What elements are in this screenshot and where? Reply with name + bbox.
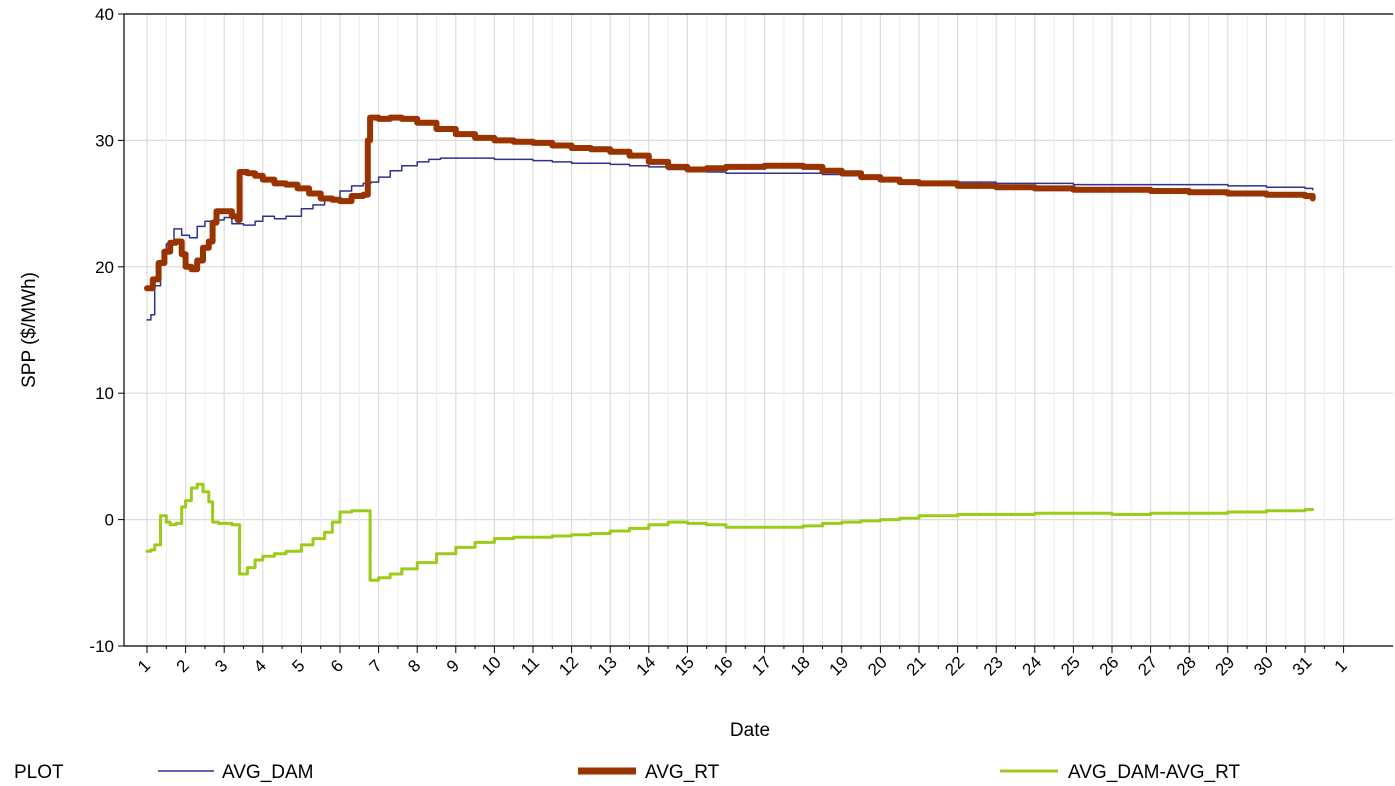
y-tick-label: 20 [95,258,114,277]
x-tick-label: 27 [1134,653,1161,680]
x-tick-label: 24 [1019,653,1046,680]
x-tick-label: 30 [1250,653,1277,680]
x-tick-label: 31 [1289,653,1316,680]
x-tick-label: 29 [1212,653,1239,680]
series-line-avg-dam-avg-rt [145,482,1315,582]
x-tick-label: 3 [211,656,231,676]
x-tick-label: 19 [826,653,853,680]
x-tick-label: 16 [710,653,737,680]
y-tick-label: -10 [89,637,114,656]
y-axis-title: SPP ($/MWh) [19,272,40,388]
legend-label-avg-dam: AVG_DAM [222,762,314,783]
x-tick-label: 2 [173,656,193,676]
y-tick-label: 30 [95,131,114,150]
x-tick-label: 12 [555,653,582,680]
axes [118,13,1393,653]
x-tick-label: 28 [1173,653,1200,680]
x-tick-label: 14 [633,653,660,680]
x-tick-label: 15 [671,653,698,680]
x-tick-label: 10 [478,653,505,680]
x-tick-label: 23 [980,653,1007,680]
x-axis-title: Date [730,720,770,741]
x-tick-label: 4 [250,656,270,676]
x-tick-label: 11 [517,653,543,679]
legend-label-avg-dam-avg-rt: AVG_DAM-AVG_RT [1068,762,1240,783]
legend-title: PLOT [14,762,64,783]
x-tick-label: 17 [748,653,775,680]
x-tick-label: 20 [864,653,891,680]
x-tick-label: 25 [1057,653,1084,680]
x-tick-label: 1 [1331,656,1351,676]
series-line-avg-dam [146,157,1314,321]
x-tick-label: 22 [941,653,968,680]
series-layer [144,114,1316,582]
y-tick-label: 10 [95,384,114,403]
x-tick-label: 7 [366,656,386,676]
x-tick-label: 9 [443,656,463,676]
legend: PLOT AVG_DAM AVG_RT AVG_DAM-AVG_RT [14,762,1240,783]
y-tick-label: 40 [95,5,114,24]
grid-lines [124,13,1393,647]
x-tick-label: 26 [1096,653,1123,680]
x-tick-label: 21 [903,653,930,680]
x-tick-label: 13 [594,653,621,680]
legend-label-avg-rt: AVG_RT [645,762,720,783]
series-line-avg-rt [144,114,1316,292]
x-tick-label: 8 [404,656,424,676]
x-tick-label: 6 [327,656,347,676]
x-tick-labels: 1 2 3 4 5 6 7 8 9 10 11 12 13 14 15 16 17 18 19 20 21 22 23 24 2… [134,653,1351,680]
x-tick-label: 5 [288,656,308,676]
y-tick-labels: -10 0 10 20 30 40 [89,5,114,656]
x-tick-label: 1 [134,656,154,676]
x-tick-label: 18 [787,653,814,680]
y-tick-label: 0 [105,511,114,530]
